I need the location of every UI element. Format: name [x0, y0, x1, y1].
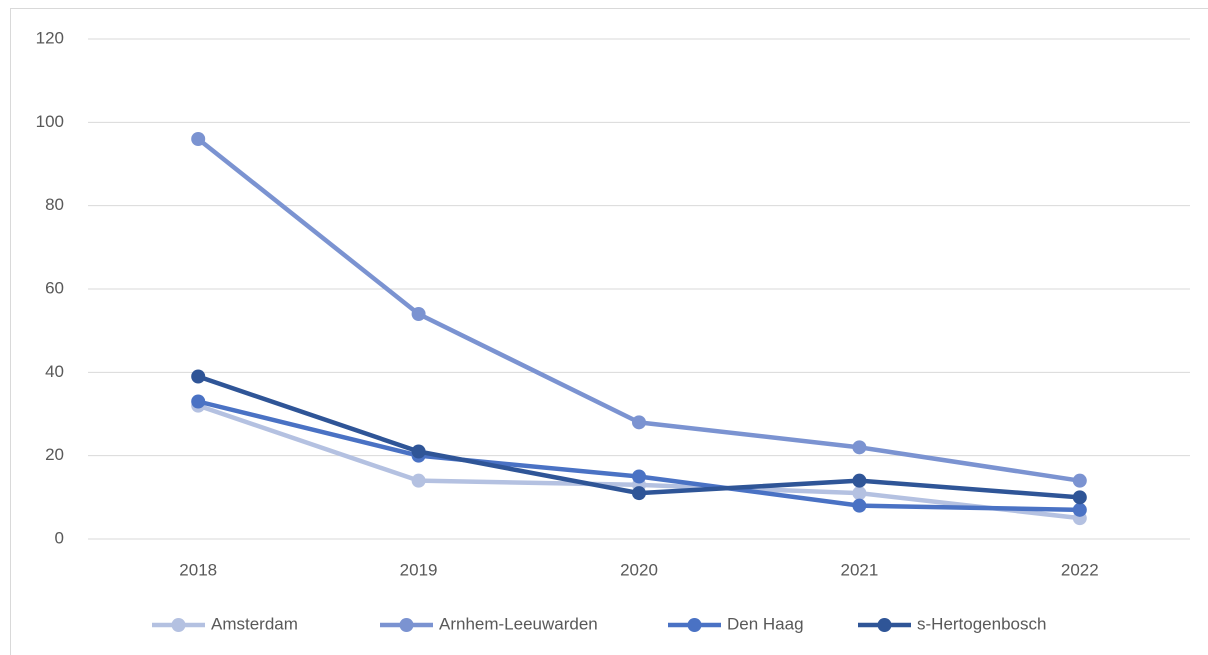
point — [191, 132, 206, 146]
point — [411, 473, 426, 488]
point — [852, 440, 867, 455]
x-tick-label: 2022 — [1061, 560, 1099, 579]
y-tick-label: 20 — [45, 445, 64, 464]
point — [191, 394, 206, 409]
point — [411, 444, 426, 459]
legend-marker — [171, 618, 186, 632]
y-tick-label: 0 — [55, 528, 64, 547]
x-tick-label: 2020 — [620, 560, 658, 579]
legend-label: Den Haag — [727, 614, 804, 633]
point — [852, 473, 867, 488]
y-tick-label: 100 — [36, 112, 64, 131]
x-tick-label: 2019 — [400, 560, 438, 579]
series-line — [196, 137, 1081, 483]
point — [632, 415, 646, 430]
legend-marker — [687, 618, 702, 632]
chart-border — [10, 8, 1208, 655]
point — [852, 486, 867, 501]
y-tick-label: 60 — [45, 278, 64, 297]
x-tick-label: 2018 — [179, 560, 217, 579]
point — [191, 369, 206, 384]
legend-marker — [399, 618, 414, 632]
point — [632, 469, 646, 484]
y-tick-label: 40 — [45, 362, 64, 381]
legend-marker — [877, 618, 892, 632]
y-tick-label: 80 — [45, 195, 64, 214]
x-tick-label: 2021 — [840, 560, 878, 579]
legend-label: Amsterdam — [211, 614, 298, 633]
point — [632, 486, 646, 501]
point — [852, 498, 867, 513]
legend-label: s-Hertogenbosch — [917, 614, 1046, 633]
point — [1072, 490, 1087, 505]
point — [1072, 473, 1087, 488]
point — [1072, 502, 1087, 517]
point — [411, 307, 426, 321]
legend-label: Arnhem-Leeuwarden — [439, 614, 598, 633]
y-tick-label: 120 — [36, 28, 64, 47]
